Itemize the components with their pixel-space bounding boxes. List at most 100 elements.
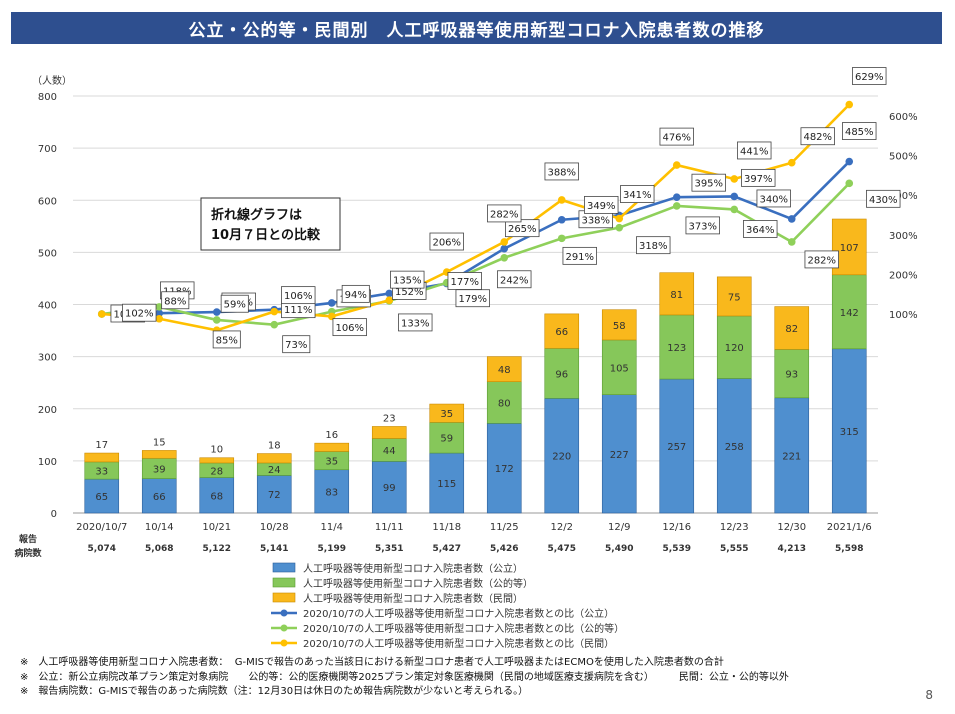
line-value-label: 476%	[662, 133, 691, 144]
line-value-label: 102%	[125, 309, 154, 320]
line-value-label: 291%	[565, 252, 594, 263]
line-point	[615, 223, 624, 232]
bar-segment	[199, 477, 235, 514]
bar-value-label: 75	[728, 292, 741, 303]
bar-value-label: 142	[840, 308, 859, 319]
line-label-box	[122, 303, 157, 322]
line-value-label: 242%	[500, 275, 529, 286]
bar-value-label: 10	[210, 445, 223, 456]
hospital-count: 5,475	[548, 544, 576, 554]
bar-segment	[774, 306, 810, 350]
y-tick-label: 400	[38, 301, 57, 312]
line-point	[615, 214, 624, 223]
line-value-label: 373%	[688, 221, 717, 232]
line-value-label: 206%	[432, 238, 461, 249]
line-label-box	[737, 141, 772, 160]
hospital-count: 5,068	[145, 544, 173, 554]
line-label-box	[505, 219, 540, 238]
x-tick-label: 12/2	[551, 522, 573, 533]
line-point	[730, 192, 739, 201]
bar-segment	[774, 349, 810, 399]
bar-segment	[429, 403, 465, 423]
line-point	[97, 310, 106, 318]
line-label-box	[398, 313, 433, 332]
bar-segment	[371, 461, 407, 514]
bar-value-label: 257	[667, 442, 686, 453]
note-line: 10月７日との比較	[211, 227, 321, 243]
hospitals-label: 病院数	[14, 547, 42, 559]
x-tick-label: 11/25	[490, 522, 519, 533]
bar-value-label: 227	[610, 450, 629, 461]
bar-value-label: 123	[667, 343, 686, 354]
line-point	[787, 158, 796, 167]
legend-swatch	[272, 592, 296, 603]
line-label-box	[756, 189, 791, 208]
legend-swatch-marker	[280, 624, 288, 632]
bar-segment	[716, 276, 752, 317]
x-tick-label: 2020/10/7	[76, 522, 127, 533]
line-value-label: 397%	[744, 174, 773, 185]
line-value-label: 177%	[450, 277, 479, 288]
bar-value-label: 66	[555, 327, 568, 338]
line-label-box	[455, 289, 490, 308]
line-value-label: 111%	[284, 305, 313, 316]
footnote-1: ※ 人工呼吸器等使用新型コロナ入院患者数： G-MISで報告のあった当該日におけ…	[20, 657, 724, 668]
line-value-label: 388%	[547, 167, 576, 178]
line-point	[212, 308, 221, 316]
bar-value-label: 115	[437, 479, 456, 490]
footnote-3: ※ 報告病院数：G-MISで報告のあった病院数（注：12月30日は休日のため報告…	[20, 686, 529, 697]
hospital-count: 5,539	[663, 544, 691, 554]
bar-segment	[601, 339, 637, 395]
y2-tick-label: 300%	[889, 231, 918, 242]
bar-value-label: 58	[613, 321, 626, 332]
y-tick-label: 100	[38, 457, 57, 468]
bar-value-label: 93	[785, 370, 798, 381]
bar-value-label: 221	[782, 451, 801, 462]
legend-swatch-marker	[280, 639, 288, 647]
bar-segment	[716, 378, 752, 514]
bar-segment	[256, 453, 292, 464]
line-value-label: 395%	[694, 179, 723, 190]
bar-value-label: 35	[325, 457, 338, 468]
bar-segment	[544, 347, 580, 399]
hospital-count: 5,141	[260, 544, 288, 554]
line-value-label: 485%	[845, 127, 874, 138]
y-tick-label: 600	[38, 196, 57, 207]
hospital-count: 5,426	[490, 544, 518, 554]
line-point	[155, 309, 164, 318]
line-value-label: 482%	[803, 132, 832, 143]
line-value-label: 265%	[508, 224, 537, 235]
note-line: 折れ線グラフは	[211, 207, 302, 223]
line-label-box	[390, 270, 425, 289]
line-value-label: 152%	[395, 287, 424, 298]
hospitals-label: 報告	[19, 533, 37, 545]
line-label-box	[562, 246, 597, 265]
legend-label: 人工呼吸器等使用新型コロナ入院患者数（民間）	[303, 592, 523, 605]
line-value-label: 338%	[581, 215, 610, 226]
bar-segment	[199, 457, 235, 464]
bar-segment	[314, 442, 350, 452]
bar-value-label: 44	[383, 446, 396, 457]
y-axis-label: （人数）	[32, 74, 72, 87]
line-label-box	[743, 220, 778, 238]
note-box	[200, 197, 341, 251]
bar-segment	[429, 452, 465, 514]
line-label-box	[636, 236, 671, 255]
x-tick-label: 12/30	[777, 522, 806, 533]
bar-segment	[141, 478, 177, 514]
bar-segment	[544, 313, 580, 349]
line-point	[672, 161, 681, 169]
y-tick-label: 200	[38, 405, 57, 416]
line-label-box	[281, 286, 316, 305]
bar-segment	[371, 426, 407, 439]
bar-value-label: 66	[153, 492, 166, 503]
line-value-label: 629%	[855, 72, 884, 83]
y-tick-label: 700	[38, 144, 57, 155]
line-value-label: 85%	[216, 335, 238, 346]
line-point	[270, 307, 279, 316]
bar-segment	[659, 272, 695, 316]
line-value-label: 340%	[759, 194, 788, 205]
bar-value-label: 82	[785, 324, 798, 335]
line-point	[672, 193, 681, 201]
